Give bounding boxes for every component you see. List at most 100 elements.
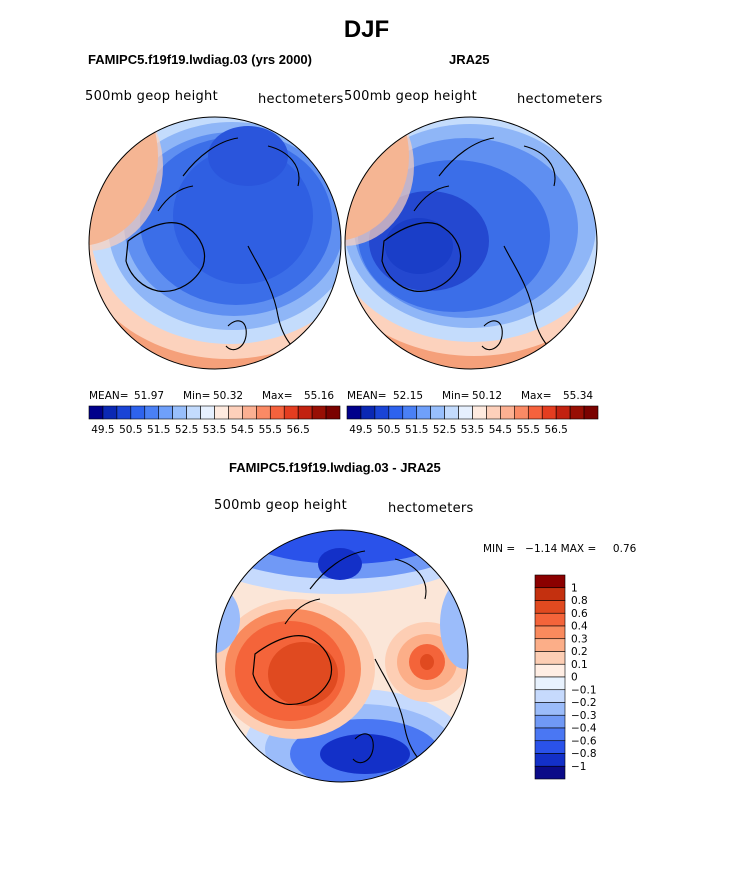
- left-field-label: 500mb geop height: [85, 89, 218, 104]
- left-colorbar-swatch: [130, 405, 146, 420]
- left-colorbar: 49.5 50.5 51.5 52.5 53.5 54.5 55.5 56.5: [88, 405, 341, 436]
- right-colorbar-tick-label: 51.5: [405, 424, 428, 436]
- season-title: DJF: [343, 16, 390, 43]
- right-colorbar-swatch: [583, 405, 599, 420]
- left-colorbar-swatch: [116, 405, 132, 420]
- left-colorbar-swatch: [88, 405, 104, 420]
- diff-colorbar-swatch: [534, 676, 566, 691]
- left-colorbar-tick-label: 53.5: [203, 424, 226, 436]
- left-colorbar-swatch: [325, 405, 341, 420]
- right-panel-title: JRA25: [449, 52, 490, 67]
- left-colorbar-swatch: [200, 405, 215, 420]
- left-max-label: Max=: [262, 390, 293, 402]
- right-colorbar-swatch: [486, 405, 501, 420]
- left-min-value: 50.32: [213, 390, 244, 402]
- diff-colorbar-tick-label: −0.6: [571, 735, 597, 747]
- left-colorbar-tick-label: 55.5: [259, 424, 282, 436]
- diff-colorbar-tick-label: −0.4: [571, 723, 597, 735]
- right-colorbar-swatch: [569, 405, 585, 420]
- right-colorbar-swatch: [458, 405, 473, 420]
- diff-colorbar-tick-label: −0.3: [571, 710, 597, 722]
- right-colorbar-swatch: [416, 405, 431, 420]
- diff-colorbar-tick-label: 0.3: [571, 633, 588, 645]
- right-colorbar-swatch: [555, 405, 571, 420]
- left-mean-label: MEAN=: [89, 390, 129, 402]
- diff-colorbar-swatch: [534, 574, 566, 589]
- right-min-label: Min=: [442, 390, 470, 402]
- right-colorbar-swatch: [430, 405, 445, 420]
- right-colorbar-swatch: [346, 405, 362, 420]
- left-units-label: hectometers: [258, 92, 344, 107]
- left-colorbar-swatch: [242, 405, 257, 420]
- right-max-value: 55.34: [563, 390, 594, 402]
- left-colorbar-swatch: [144, 405, 160, 420]
- right-colorbar-swatch: [472, 405, 487, 420]
- right-colorbar-tick-label: 54.5: [489, 424, 512, 436]
- left-colorbar-swatch: [158, 405, 173, 420]
- left-panel-title: FAMIPC5.f19f19.lwdiag.03 (yrs 2000): [88, 52, 312, 67]
- diff-colorbar-swatch: [534, 714, 566, 729]
- diff-colorbar-tick-label: 0: [571, 672, 578, 684]
- left-colorbar-tick-label: 52.5: [175, 424, 198, 436]
- left-colorbar-swatch: [269, 405, 285, 420]
- right-colorbar-swatch: [388, 405, 404, 420]
- left-min-label: Min=: [183, 390, 211, 402]
- diff-colorbar-swatch: [534, 727, 566, 742]
- right-colorbar-swatch: [541, 405, 557, 420]
- diff-units-label: hectometers: [388, 501, 474, 516]
- diff-field-label: 500mb geop height: [214, 498, 347, 513]
- left-colorbar-tick-label: 56.5: [286, 424, 309, 436]
- right-colorbar-tick-label: 53.5: [461, 424, 484, 436]
- left-colorbar-swatch: [256, 405, 271, 420]
- diff-colorbar-swatch: [534, 600, 566, 614]
- left-mean-value: 51.97: [134, 390, 165, 402]
- diff-colorbar-swatch: [534, 689, 566, 703]
- right-colorbar-swatch: [514, 405, 529, 420]
- diff-colorbar-tick-label: 0.8: [571, 595, 588, 607]
- right-colorbar-swatch: [360, 405, 376, 420]
- left-colorbar-swatch: [283, 405, 299, 420]
- diff-colorbar: 10.80.60.40.30.20.10−0.1−0.2−0.3−0.4−0.6…: [534, 574, 597, 780]
- right-min-value: 50.12: [472, 390, 503, 402]
- diff-polar-map: [215, 529, 469, 783]
- diff-colorbar-tick-label: 0.1: [571, 659, 588, 671]
- right-mean-value: 52.15: [393, 390, 424, 402]
- left-colorbar-swatch: [228, 405, 243, 420]
- diff-colorbar-swatch: [534, 765, 566, 780]
- diff-colorbar-tick-label: 0.4: [571, 621, 588, 633]
- left-colorbar-tick-label: 49.5: [91, 424, 114, 436]
- diff-colorbar-swatch: [534, 625, 566, 640]
- right-max-label: Max=: [521, 390, 552, 402]
- right-colorbar-tick-label: 52.5: [433, 424, 456, 436]
- diff-colorbar-tick-label: −0.8: [571, 748, 597, 760]
- diff-colorbar-swatch: [534, 612, 566, 627]
- diff-colorbar-tick-label: 1: [571, 582, 578, 594]
- left-colorbar-tick-label: 51.5: [147, 424, 170, 436]
- left-colorbar-swatch: [186, 405, 201, 420]
- diff-panel-title: FAMIPC5.f19f19.lwdiag.03 - JRA25: [229, 460, 441, 475]
- left-colorbar-tick-label: 50.5: [119, 424, 142, 436]
- diff-colorbar-swatch: [534, 702, 566, 716]
- right-colorbar-swatch: [402, 405, 418, 420]
- right-colorbar-tick-label: 50.5: [377, 424, 400, 436]
- right-colorbar: 49.5 50.5 51.5 52.5 53.5 54.5 55.5 56.5: [346, 405, 599, 436]
- diff-colorbar-tick-label: −0.2: [571, 697, 597, 709]
- diff-colorbar-tick-label: 0.6: [571, 608, 588, 620]
- left-polar-map: [88, 116, 342, 370]
- right-colorbar-tick-label: 49.5: [349, 424, 372, 436]
- right-colorbar-swatch: [527, 405, 543, 420]
- right-colorbar-swatch: [444, 405, 459, 420]
- right-colorbar-tick-label: 55.5: [517, 424, 540, 436]
- diff-colorbar-tick-label: 0.2: [571, 646, 588, 658]
- left-max-value: 55.16: [304, 390, 335, 402]
- diff-colorbar-tick-label: −0.1: [571, 684, 597, 696]
- right-polar-map: [344, 116, 598, 370]
- left-colorbar-swatch: [214, 405, 229, 420]
- right-field-label: 500mb geop height: [344, 89, 477, 104]
- left-colorbar-swatch: [172, 405, 187, 420]
- diff-colorbar-swatch: [534, 587, 566, 601]
- diff-colorbar-tick-label: −1: [571, 761, 586, 773]
- left-colorbar-swatch: [102, 405, 118, 420]
- left-colorbar-swatch: [311, 405, 327, 420]
- diff-colorbar-swatch: [534, 753, 566, 767]
